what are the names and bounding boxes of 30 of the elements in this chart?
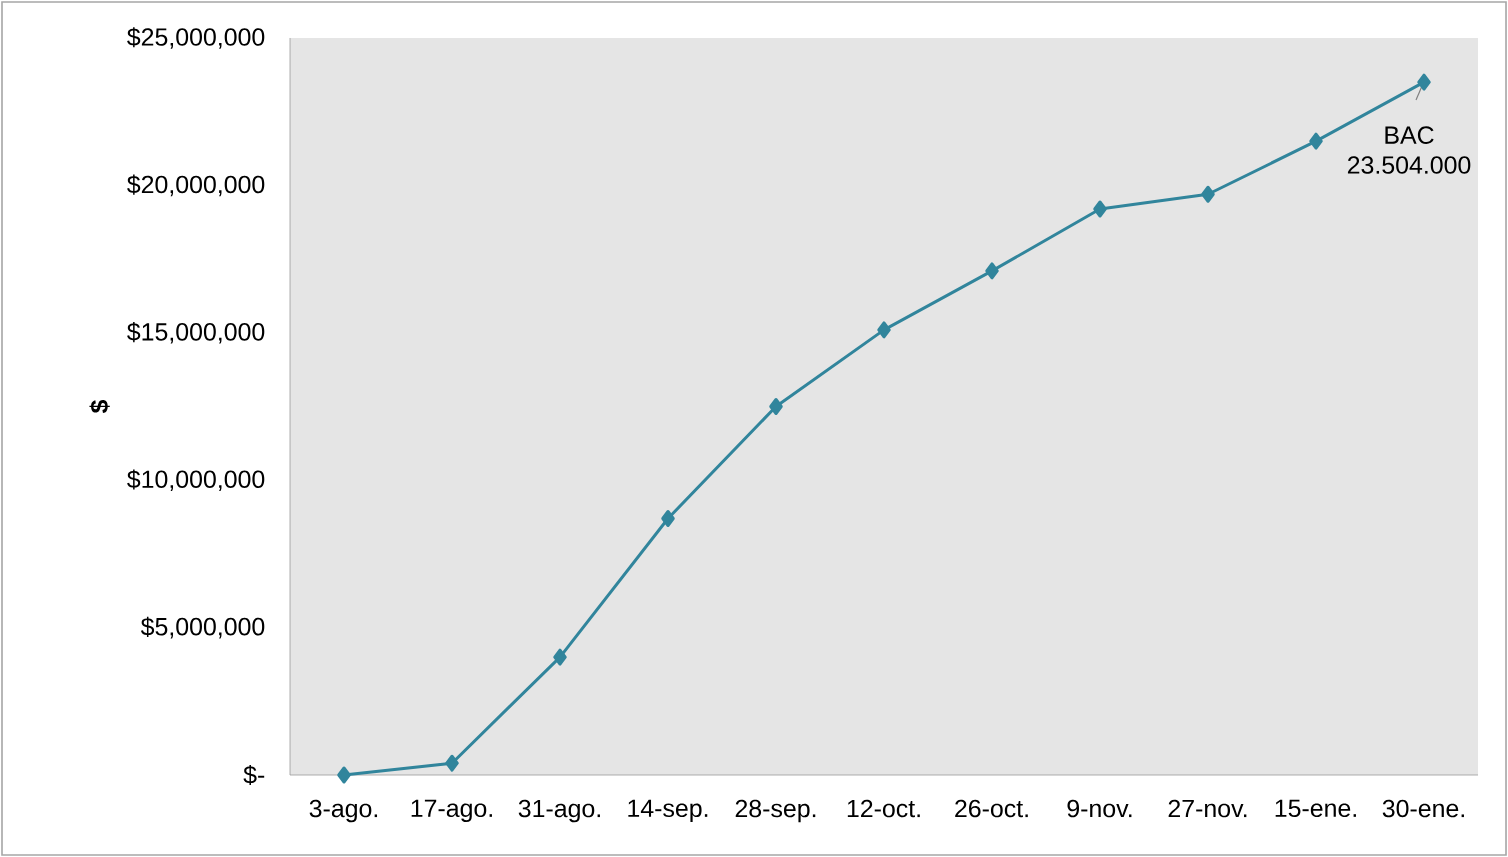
point <box>1201 185 1215 203</box>
y-tick-label: $10,000,000 <box>127 469 265 492</box>
y-tick-label: $- <box>243 764 265 786</box>
y-tick-label: $15,000,000 <box>127 321 265 344</box>
point <box>661 510 675 528</box>
x-tick-label: 17-ago. <box>411 799 492 822</box>
x-tick-label: 14-sep. <box>628 799 708 822</box>
x-tick-label: 26-oct. <box>955 799 1028 818</box>
point <box>877 321 891 339</box>
annotation: BAC 23.504.000 <box>1347 126 1471 174</box>
x-tick-label: 30-ene. <box>1382 799 1464 818</box>
y-tick-label: $20,000,000 <box>127 174 265 197</box>
point <box>1417 73 1431 91</box>
x-tick-label: 27-nov. <box>1168 799 1247 818</box>
x-tick-label: 15-ene. <box>1275 799 1356 818</box>
point <box>553 648 567 666</box>
x-tick-label: 31-ago. <box>518 799 600 823</box>
x-tick-label: 12-oct. <box>847 799 920 818</box>
y-tick-label: $25,000,000 <box>127 27 265 49</box>
y-tick-label: $5,000,000 <box>140 616 265 639</box>
point <box>337 766 351 784</box>
point <box>769 398 783 415</box>
point <box>1309 132 1323 150</box>
x-tick-label: 28-sep. <box>735 799 816 823</box>
y-axis-title: $ <box>89 399 110 414</box>
point <box>985 262 999 280</box>
x-tick-label: 3-ago. <box>309 799 378 823</box>
point <box>1093 200 1107 218</box>
point <box>445 754 459 772</box>
x-tick-label: 9-nov. <box>1067 799 1132 818</box>
